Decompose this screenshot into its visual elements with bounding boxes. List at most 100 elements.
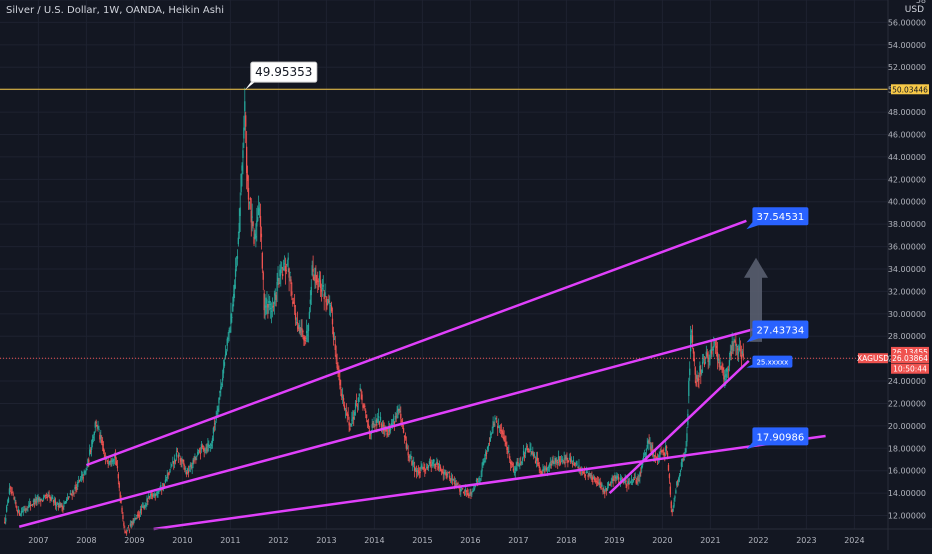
candle-body <box>601 484 603 487</box>
candle-body <box>248 201 251 204</box>
candle-body <box>621 478 623 480</box>
candle-body <box>88 459 90 462</box>
candle-body <box>156 493 158 495</box>
candle-body <box>245 146 248 174</box>
lower-channel[interactable] <box>153 434 826 531</box>
candle-body <box>10 491 12 494</box>
candle-body <box>125 532 128 534</box>
candle-body <box>475 479 478 482</box>
candle-body <box>136 514 138 516</box>
candle-body <box>246 174 249 181</box>
candle-body <box>596 481 599 483</box>
candle-body <box>47 495 49 497</box>
candle-body <box>482 461 484 466</box>
candle-body <box>278 282 280 284</box>
candle-body <box>641 462 644 466</box>
candle-body <box>171 464 173 467</box>
middle-target-label[interactable]: 27.43734 <box>746 320 809 343</box>
candle-body <box>40 499 42 502</box>
candle-body <box>608 484 611 486</box>
peak-callout[interactable]: 49.95353 <box>244 61 318 91</box>
candle-body <box>497 425 499 429</box>
candle-body <box>677 478 680 482</box>
candle-body <box>466 490 468 492</box>
y-tick-label: 38.00000 <box>888 220 926 229</box>
candle-body <box>329 305 332 307</box>
candle-body <box>349 428 351 430</box>
candle-body <box>227 338 229 340</box>
candle-body <box>732 344 734 346</box>
candle-body <box>470 492 472 495</box>
candle-body <box>98 428 100 430</box>
candle-body <box>605 488 607 492</box>
candle-body <box>386 433 388 435</box>
candle-body <box>209 446 211 448</box>
x-tick-label: 2016 <box>460 536 480 545</box>
candle-body <box>513 471 515 473</box>
candle-body <box>539 469 541 471</box>
candle-body <box>604 491 606 494</box>
svg-text:XAGUSD: XAGUSD <box>857 354 889 363</box>
candle-body <box>155 494 157 496</box>
candle-body <box>68 496 71 498</box>
candle-body <box>478 480 480 482</box>
candle-body <box>695 380 697 386</box>
candle-body <box>718 362 720 368</box>
candle-body <box>294 313 297 320</box>
candle-body <box>701 369 703 373</box>
candle-body <box>280 273 282 275</box>
candle-body <box>114 455 117 459</box>
candle-body <box>439 466 442 472</box>
candle-body <box>314 267 316 277</box>
candle-body <box>526 446 528 448</box>
candle-body <box>157 491 159 494</box>
candle-body <box>348 421 350 426</box>
candle-body <box>736 345 738 348</box>
candle-body <box>253 236 255 244</box>
candle-body <box>598 482 600 484</box>
candle-body <box>154 494 156 497</box>
candle-body <box>407 452 409 456</box>
candle-body <box>398 408 400 411</box>
candle-body <box>145 504 147 506</box>
upper-channel[interactable] <box>85 219 747 467</box>
candle-body <box>373 423 375 425</box>
middle-channel[interactable] <box>18 321 778 528</box>
candle-body <box>455 483 457 487</box>
candle-body <box>447 472 449 474</box>
candle-body <box>232 304 234 312</box>
candle-body <box>468 495 470 497</box>
candle-body <box>137 514 139 516</box>
candle-body <box>719 362 721 364</box>
candle-body <box>262 272 264 280</box>
candle-body <box>562 460 564 462</box>
candle-body <box>599 482 601 486</box>
candle-body <box>588 473 590 476</box>
x-tick-label: 2009 <box>124 536 144 545</box>
candle-body <box>264 305 266 308</box>
lower-target-label[interactable]: 17.90986 <box>746 427 809 450</box>
candle-body <box>29 505 32 507</box>
candle-body <box>192 459 194 465</box>
candle-body <box>284 265 287 272</box>
candle-body <box>617 477 620 480</box>
candle-body <box>737 348 739 351</box>
candle-body <box>275 295 277 300</box>
candle-body <box>512 468 515 471</box>
candle-body <box>422 467 424 469</box>
candle-body <box>82 477 84 479</box>
candle-body <box>658 455 660 457</box>
candle-body <box>391 423 394 425</box>
candle-body <box>363 405 365 407</box>
small-target-label[interactable]: 25.xxxxx <box>746 355 793 368</box>
candle-body <box>557 455 560 461</box>
rising-support[interactable] <box>608 359 750 495</box>
candle-body <box>301 328 303 330</box>
candle-body <box>57 505 59 508</box>
upper-target-label[interactable]: 37.54531 <box>746 207 809 230</box>
candle-body <box>571 462 574 465</box>
candle-body <box>660 451 662 453</box>
candle-body <box>16 506 18 509</box>
